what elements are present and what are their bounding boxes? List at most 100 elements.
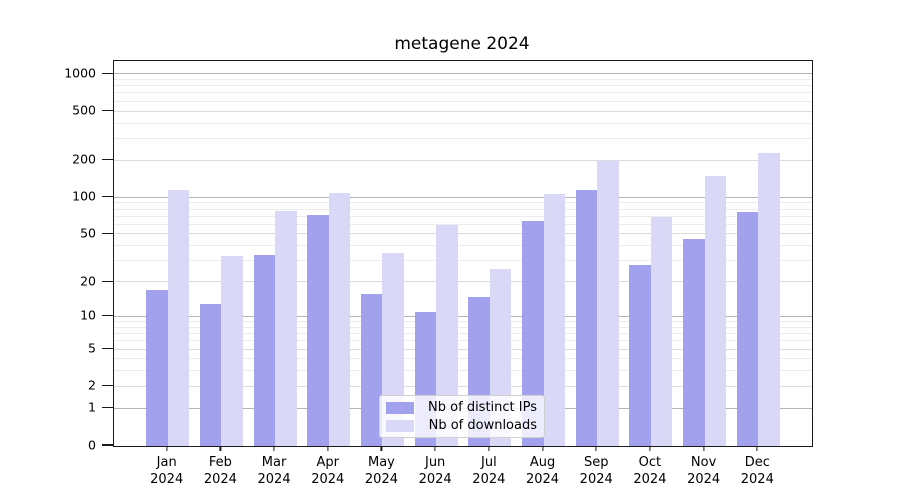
bar-downloads [597,160,619,446]
x-tick-label: Apr 2024 [311,455,345,487]
legend-item-distinct-ips: Nb of distinct IPs [386,401,537,414]
x-tick-mark [541,446,544,451]
gridline [114,333,812,335]
y-tick-label: 1 [88,399,96,415]
y-tick-label: 100 [72,188,96,204]
x-tick-mark [595,446,597,451]
gridline [114,326,812,328]
y-tick-label: 1000 [64,65,96,81]
gridline [114,223,812,225]
x-tick-mark [649,446,651,451]
bar-distinct-ips [199,304,222,446]
y-tick-label: 0 [88,436,96,452]
gridline [114,385,812,387]
x-tick-label: Feb 2024 [203,455,237,487]
x-tick-mark [434,446,436,451]
x-tick-label: Sep 2024 [579,455,613,487]
bar-distinct-ips [683,238,705,446]
bar-downloads [650,216,673,446]
legend-label-downloads: Nb of downloads [428,418,537,433]
gridline [114,215,812,217]
gridline [114,92,812,94]
y-tick-mark [102,196,113,198]
bar-distinct-ips [736,211,759,446]
legend: Nb of distinct IPs Nb of downloads [379,395,545,438]
x-tick-label: Aug 2024 [525,455,560,487]
legend-swatch-distinct-ips [386,401,414,414]
bar-distinct-ips [575,190,598,446]
legend-item-downloads: Nb of downloads [386,419,537,432]
gridline [114,340,812,342]
gridline [114,260,812,262]
y-tick-mark [102,158,113,161]
y-axis: 0 1 2 5 10 20 50 100 200 500 1000 [0,60,113,450]
bar-downloads [436,224,458,446]
y-tick-label: 200 [72,151,96,167]
chart-title: metagene 2024 [394,34,530,54]
gridline [114,196,812,198]
y-tick-mark [102,407,113,409]
gridline [114,348,812,350]
x-tick-label: May 2024 [364,455,398,487]
gridline [114,315,812,317]
legend-swatch-downloads [386,419,414,432]
x-tick-label: Nov 2024 [687,455,721,487]
y-tick-mark [102,72,113,74]
bar-downloads [758,153,780,446]
x-tick-label: Jun 2024 [418,455,452,487]
y-tick-label: 2 [88,377,96,393]
bar-downloads [275,210,297,446]
bar-downloads [543,193,566,446]
x-tick-label: Dec 2024 [740,455,774,487]
y-tick-mark [102,347,113,350]
plot-area: Nb of distinct IPs Nb of downloads [113,60,813,447]
gridline [114,78,812,80]
gridline [114,137,812,139]
x-tick-label: Oct 2024 [633,455,667,487]
y-tick-mark [102,444,113,446]
x-tick-mark [166,446,168,451]
gridline [114,358,812,360]
gridline [114,370,812,372]
x-tick-mark [488,446,490,451]
bar-distinct-ips [522,220,544,446]
gridline [114,245,812,247]
x-tick-mark [273,446,275,451]
gridline [114,202,812,204]
legend-label-distinct-ips: Nb of distinct IPs [428,400,537,415]
y-tick-label: 10 [80,307,96,323]
x-tick-mark [327,446,329,451]
gridline [114,110,812,112]
gridline [114,85,812,87]
bar-downloads [704,176,727,446]
x-tick-label: Jul 2024 [472,455,506,487]
x-axis: Jan 2024 Feb 2024 Mar 2024 Apr 2024 May 2024 Jun 20… [113,445,811,500]
gridline [114,122,812,124]
gridline [114,73,812,75]
y-tick-mark [102,232,113,234]
bar-downloads [221,256,243,446]
y-tick-label: 5 [88,340,96,356]
x-tick-mark [219,446,221,451]
bar-downloads [167,190,190,446]
gridline [114,281,812,283]
y-tick-mark [102,385,113,387]
bar-distinct-ips [629,264,651,446]
x-tick-mark [380,446,383,451]
x-tick-label: Jan 2024 [150,455,184,487]
gridline [114,100,812,102]
bar-distinct-ips [253,254,276,446]
bar-distinct-ips [146,290,168,446]
y-tick-mark [102,109,113,112]
y-tick-mark [102,315,113,317]
bar-distinct-ips [307,215,329,446]
y-tick-label: 20 [80,272,96,288]
y-tick-mark [102,280,113,282]
gridline [114,321,812,323]
x-tick-label: Mar 2024 [257,455,291,487]
y-tick-label: 500 [72,102,96,118]
x-tick-mark [756,446,758,451]
gridline [114,208,812,210]
bar-distinct-ips [360,293,383,446]
